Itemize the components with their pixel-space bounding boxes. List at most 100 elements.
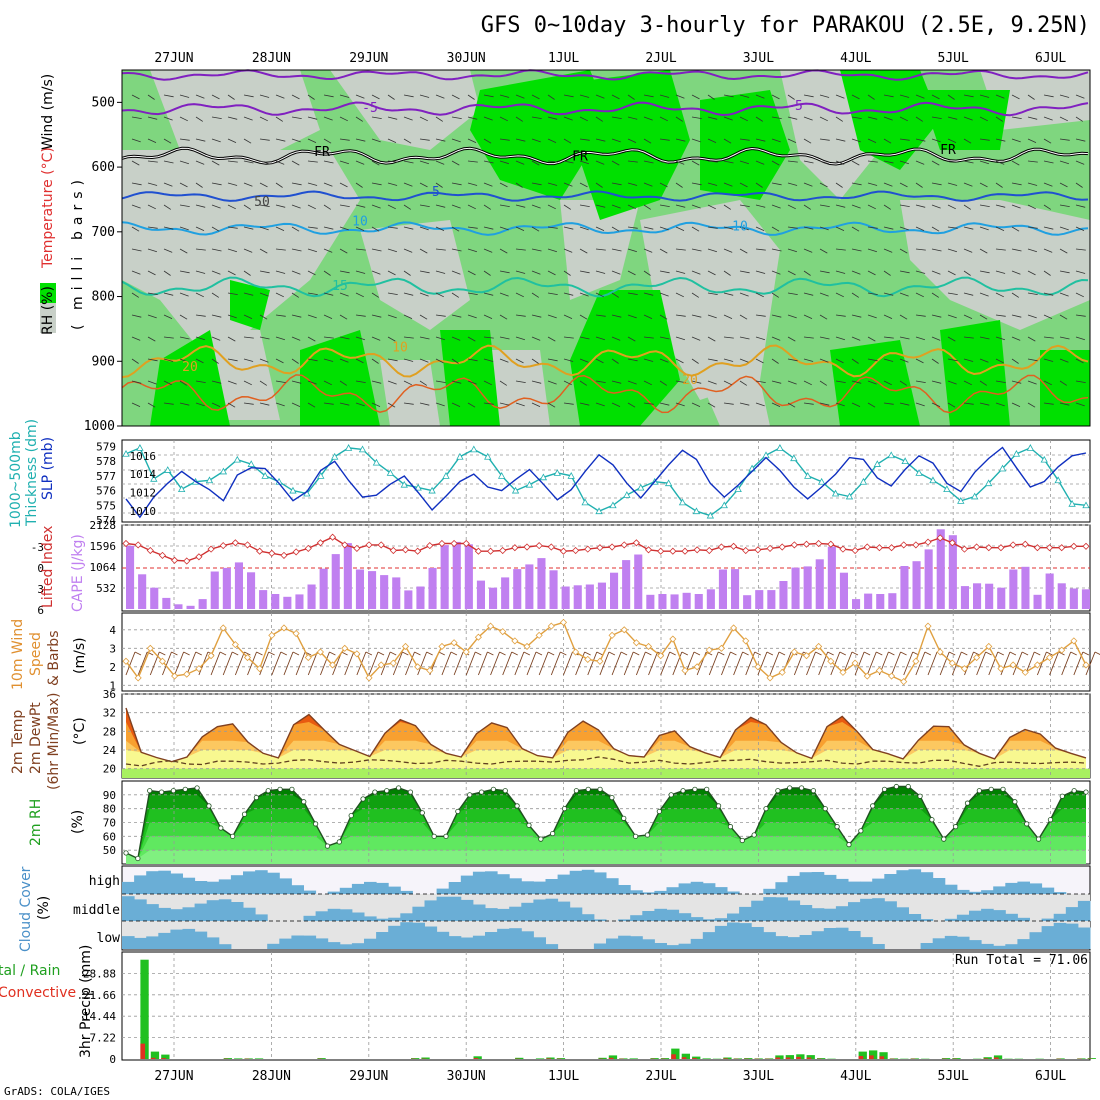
wind10-line-marker xyxy=(705,646,713,654)
rh2m-line-marker xyxy=(870,803,876,809)
wind-barb xyxy=(1075,336,1086,341)
cloud-cell xyxy=(1005,913,1018,921)
wind-barb xyxy=(995,138,1006,142)
wind-barb xyxy=(131,292,140,298)
slp-tick: 1014 xyxy=(130,468,157,481)
wind-barb xyxy=(723,380,732,386)
cloud-cell xyxy=(485,932,498,949)
wind10-barb-flag xyxy=(232,651,239,656)
cloud-cell xyxy=(811,908,825,921)
wind-barb xyxy=(131,380,142,384)
wind-barb xyxy=(163,292,174,296)
wind-barb xyxy=(243,402,254,405)
cloud-cell xyxy=(860,881,873,894)
wind-barb xyxy=(915,292,924,298)
wind-barb xyxy=(355,248,366,251)
wind-barb xyxy=(771,314,782,318)
wind-barb xyxy=(179,138,190,141)
rh2m-line-marker xyxy=(384,788,390,794)
precip-total-bar xyxy=(775,1055,784,1059)
wind10-barb xyxy=(721,651,731,676)
cloud-cell xyxy=(1017,881,1030,894)
wind10-barb-flag xyxy=(560,651,567,656)
bottom-date-label: 5JUL xyxy=(938,1069,969,1084)
cloud-cell xyxy=(400,913,413,921)
wind-barb xyxy=(499,160,510,165)
wind-barb xyxy=(339,138,350,141)
wind-barb xyxy=(227,358,238,362)
precip-tick: 7.22 xyxy=(90,1032,117,1045)
wind10-barb-flag xyxy=(183,651,190,656)
wind10-barb xyxy=(125,651,136,676)
temp-band-base xyxy=(122,768,1090,778)
cape-bar xyxy=(331,554,340,609)
cloud-cell xyxy=(593,872,607,894)
cloud-cell xyxy=(206,881,220,894)
wind-barb xyxy=(563,160,574,164)
cloud-cell xyxy=(351,943,365,949)
wind-barb xyxy=(867,182,878,186)
wind-barb xyxy=(1043,380,1052,386)
wind10-barb-flag xyxy=(523,651,531,656)
rh2m-line-marker xyxy=(739,837,745,844)
wind-barb xyxy=(595,160,605,165)
cloud-cell xyxy=(315,938,329,949)
wind-barb xyxy=(851,138,861,143)
thickness-line-marker xyxy=(790,454,798,462)
wind10-barb xyxy=(320,651,330,676)
cape-bar xyxy=(234,562,243,609)
thickness-line-marker xyxy=(456,452,464,460)
lifted-index-line-marker xyxy=(559,547,568,555)
wind-barb xyxy=(291,358,299,364)
wind-barb xyxy=(419,248,428,254)
cloud-cell xyxy=(533,937,546,949)
wind-barb xyxy=(451,314,462,318)
wind-barb xyxy=(643,248,653,253)
lifted-index-line-marker xyxy=(985,544,993,552)
wind-barb xyxy=(323,402,334,405)
cloud-cell xyxy=(497,908,510,921)
wind-barb xyxy=(739,116,748,122)
thickness-line-marker xyxy=(164,466,172,473)
wind-barb xyxy=(851,182,862,186)
top-date-label: 6JUL xyxy=(1035,51,1066,66)
lifted-index-line-marker xyxy=(341,541,349,549)
t2m-label-a: 2m Temp xyxy=(10,710,26,774)
precip-conv-bar xyxy=(993,1057,999,1059)
thickness-line-marker xyxy=(233,455,241,463)
wind-barb xyxy=(579,292,589,297)
cloud-cell xyxy=(811,872,825,894)
wind-barb xyxy=(131,204,141,209)
wind10-line-marker xyxy=(839,668,847,676)
cloud-cell xyxy=(714,918,728,921)
wind-barb xyxy=(1027,380,1037,385)
lifted-index-line-marker xyxy=(632,539,640,547)
wind-barb xyxy=(771,226,780,232)
precip-label-b: Convective xyxy=(0,985,76,1001)
wind-barb xyxy=(627,94,635,100)
wind-barb xyxy=(675,358,684,364)
precip-conv-bar xyxy=(692,1058,697,1059)
wind-barb xyxy=(995,336,1006,341)
cloud-cell xyxy=(122,896,135,921)
cloud-cell xyxy=(134,875,147,894)
wind-barb xyxy=(435,204,446,208)
cape-bar xyxy=(924,549,933,609)
cloud-cell xyxy=(339,887,353,894)
wind-barb xyxy=(835,138,846,142)
wind-barb xyxy=(387,314,397,319)
cloud-cell xyxy=(267,872,280,894)
wind-barb xyxy=(227,138,237,143)
wind-barb xyxy=(531,160,540,166)
wind-barb xyxy=(243,314,253,319)
precip-total-bar xyxy=(817,1058,826,1059)
wind-barb xyxy=(419,402,430,406)
wind10-line-marker xyxy=(511,637,519,645)
wind10-barb-flag xyxy=(487,651,494,656)
wind-barb xyxy=(1059,116,1068,122)
cape-bar xyxy=(368,571,377,609)
wind-barb xyxy=(179,204,190,207)
top-date-axis: 27JUN 28JUN 29JUN 30JUN 1JUL 2JUL 3JUL 4JUL 5JUL… xyxy=(154,51,1066,66)
wind-barb xyxy=(467,94,475,100)
